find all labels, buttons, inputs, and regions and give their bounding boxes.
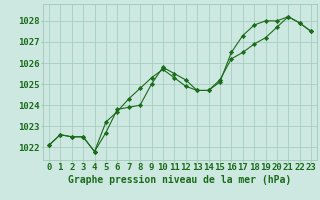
X-axis label: Graphe pression niveau de la mer (hPa): Graphe pression niveau de la mer (hPa) — [68, 175, 292, 185]
